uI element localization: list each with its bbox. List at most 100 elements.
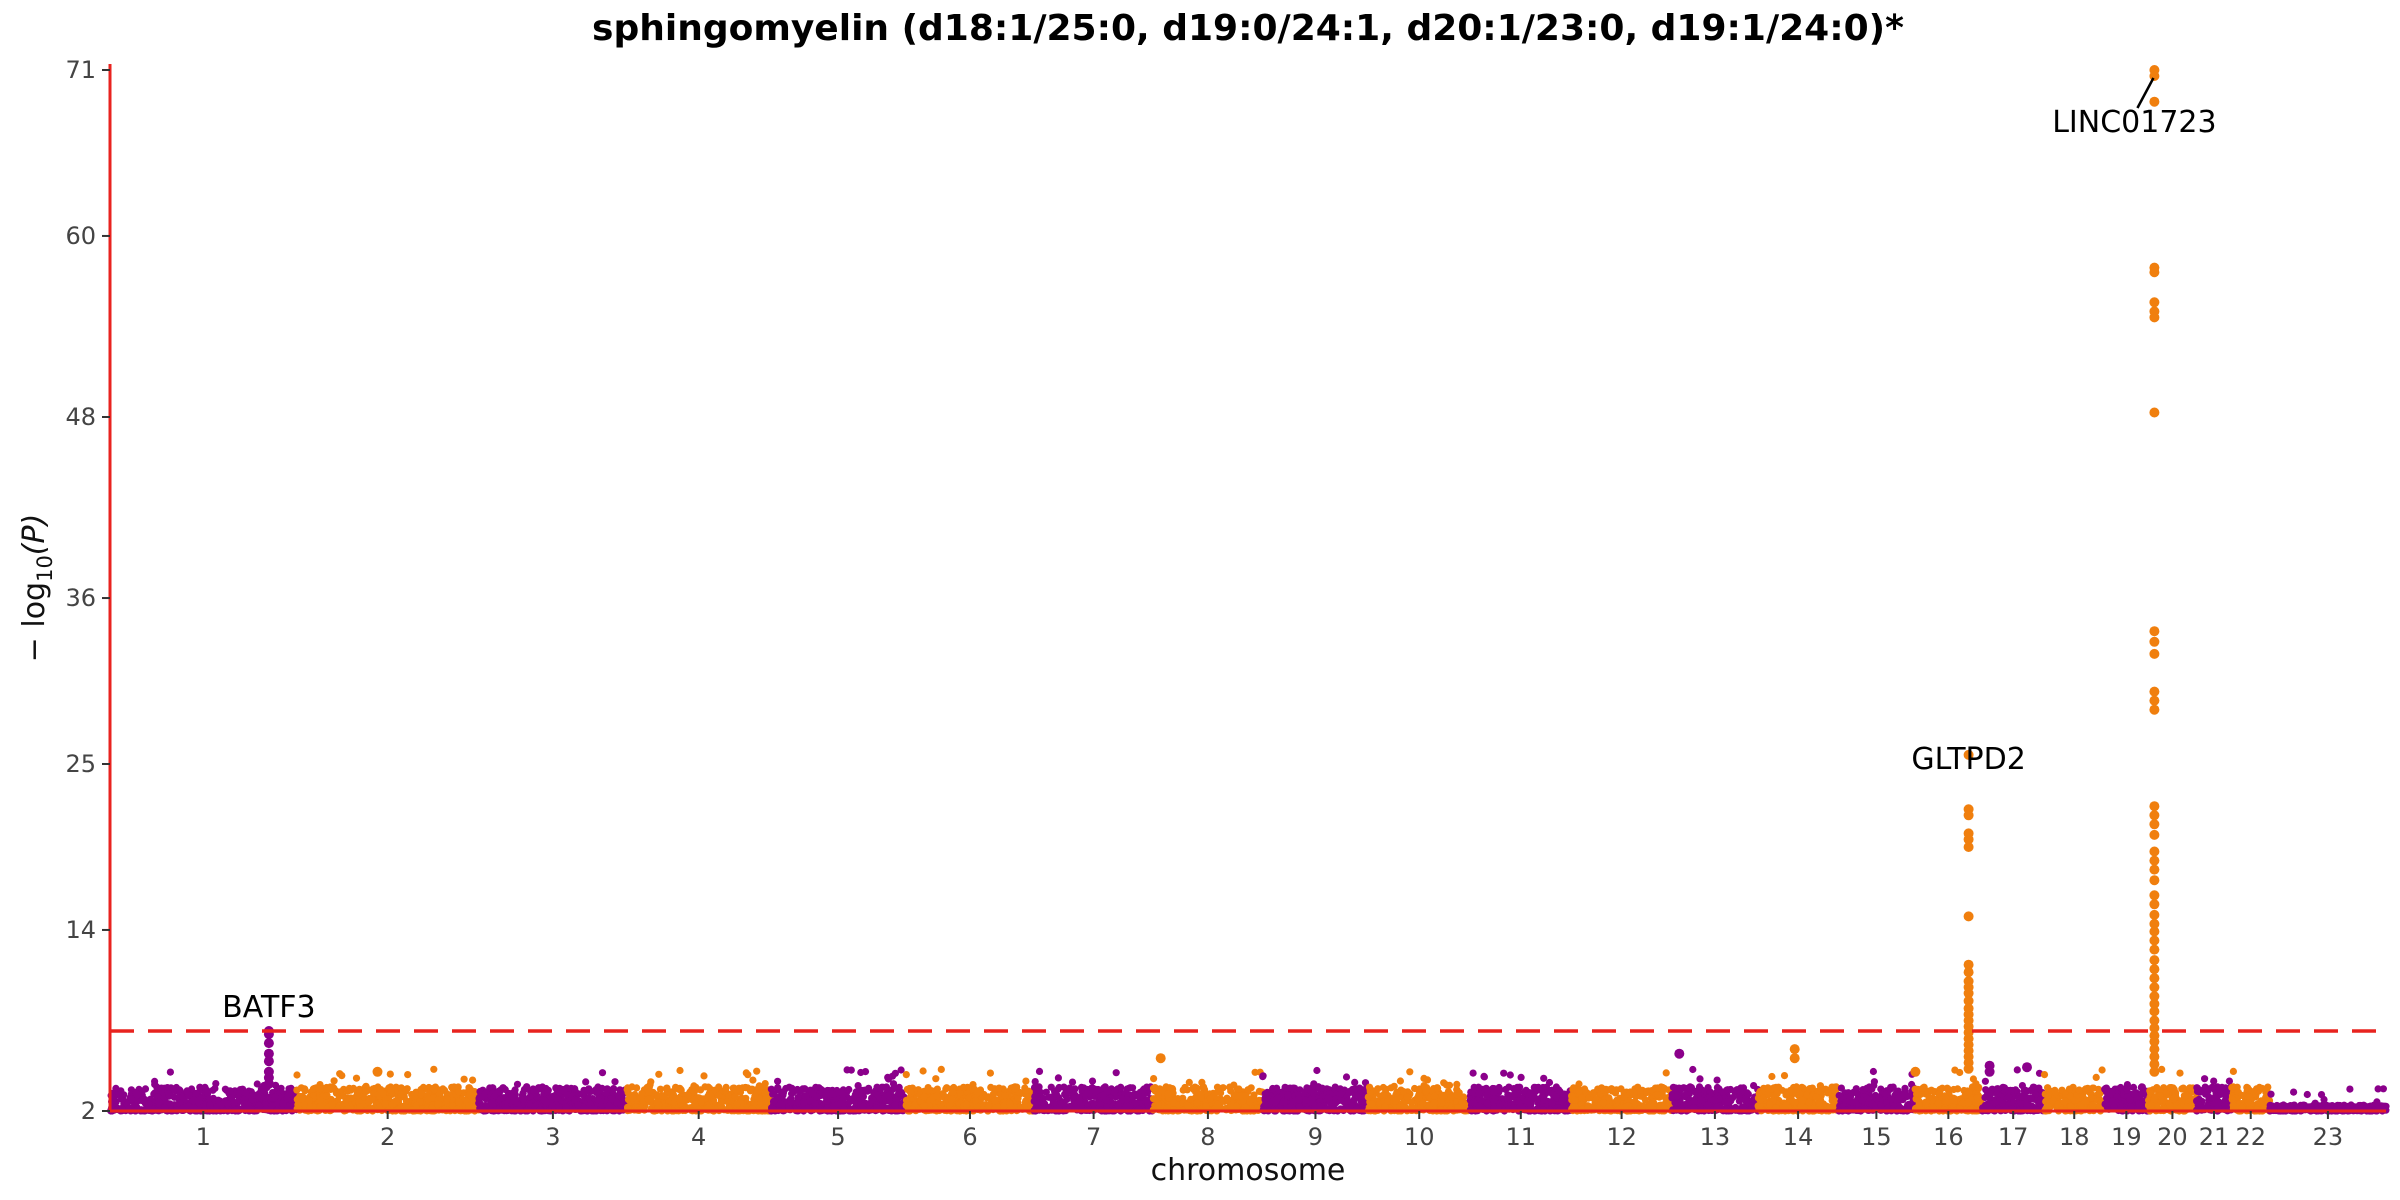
data-point bbox=[379, 1090, 387, 1098]
data-point bbox=[1111, 1088, 1119, 1096]
data-point bbox=[920, 1102, 928, 1110]
data-point bbox=[1689, 1065, 1697, 1074]
data-point bbox=[623, 1086, 631, 1094]
data-point bbox=[285, 1085, 293, 1093]
data-point bbox=[370, 1089, 378, 1098]
data-point bbox=[525, 1100, 534, 1108]
data-point bbox=[134, 1090, 142, 1099]
data-point bbox=[696, 1086, 705, 1094]
data-point bbox=[1284, 1091, 1292, 1099]
data-point bbox=[1063, 1088, 1072, 1096]
data-point bbox=[1526, 1090, 1534, 1098]
data-point bbox=[733, 1100, 742, 1108]
data-point bbox=[1516, 1083, 1524, 1091]
data-point bbox=[1704, 1101, 1712, 1109]
data-point bbox=[298, 1095, 306, 1103]
data-point bbox=[794, 1093, 802, 1102]
data-point bbox=[1430, 1092, 1438, 1101]
data-point bbox=[731, 1093, 740, 1101]
data-point bbox=[1214, 1088, 1222, 1096]
data-point bbox=[1248, 1095, 1256, 1103]
data-point bbox=[1035, 1067, 1044, 1075]
data-point bbox=[339, 1092, 347, 1100]
data-point bbox=[610, 1085, 618, 1093]
data-point bbox=[480, 1092, 488, 1100]
data-point bbox=[430, 1065, 438, 1073]
data-point bbox=[1710, 1096, 1718, 1104]
data-point bbox=[962, 1100, 970, 1108]
data-point bbox=[1545, 1078, 1554, 1087]
data-point bbox=[749, 1076, 757, 1084]
data-point bbox=[1358, 1092, 1366, 1100]
data-point bbox=[209, 1094, 217, 1102]
data-point bbox=[891, 1069, 900, 1077]
data-point bbox=[1669, 1083, 1677, 1091]
data-point bbox=[585, 1094, 593, 1102]
data-point bbox=[1050, 1099, 1058, 1107]
data-point bbox=[633, 1084, 641, 1092]
data-point bbox=[995, 1084, 1003, 1092]
data-point bbox=[906, 1087, 914, 1095]
data-point bbox=[1406, 1068, 1414, 1076]
data-point bbox=[375, 1103, 383, 1111]
data-point bbox=[656, 1085, 665, 1093]
chart-title: sphingomyelin (d18:1/25:0, d19:0/24:1, d… bbox=[592, 8, 1904, 49]
data-point bbox=[1374, 1085, 1382, 1093]
data-point bbox=[175, 1086, 184, 1094]
data-point bbox=[1571, 1096, 1579, 1104]
data-point bbox=[653, 1098, 661, 1106]
data-point bbox=[857, 1086, 865, 1094]
data-point bbox=[1022, 1077, 1030, 1085]
chromosome-points-2 bbox=[293, 1065, 483, 1115]
data-point bbox=[800, 1098, 808, 1106]
data-point bbox=[192, 1089, 200, 1097]
data-point bbox=[972, 1097, 980, 1105]
data-point bbox=[1273, 1084, 1281, 1092]
data-point bbox=[1631, 1098, 1639, 1106]
data-point bbox=[253, 1080, 261, 1088]
data-point bbox=[761, 1089, 769, 1097]
data-point bbox=[1571, 1103, 1579, 1111]
data-point bbox=[1613, 1096, 1622, 1104]
chromosome-points-10 bbox=[1364, 1068, 1473, 1115]
data-point bbox=[1054, 1074, 1062, 1082]
data-point bbox=[392, 1097, 400, 1105]
data-point bbox=[562, 1103, 570, 1111]
chromosome-points-12 bbox=[1568, 1069, 1676, 1115]
data-point bbox=[1396, 1077, 1404, 1085]
data-point bbox=[1151, 1084, 1159, 1092]
data-point bbox=[1091, 1087, 1099, 1096]
data-point bbox=[1224, 1096, 1232, 1104]
data-point bbox=[381, 1100, 389, 1108]
data-point bbox=[1332, 1099, 1340, 1107]
data-point bbox=[751, 1092, 759, 1100]
data-point bbox=[659, 1092, 667, 1101]
data-point bbox=[761, 1080, 769, 1088]
data-point bbox=[1735, 1092, 1743, 1101]
data-point bbox=[1045, 1093, 1053, 1101]
data-point bbox=[1768, 1072, 1776, 1081]
data-point bbox=[305, 1097, 313, 1105]
data-point bbox=[1342, 1073, 1351, 1081]
data-point bbox=[919, 1067, 927, 1075]
data-point bbox=[206, 1101, 214, 1109]
data-point bbox=[1469, 1098, 1478, 1106]
data-point bbox=[460, 1075, 468, 1083]
data-point bbox=[523, 1084, 531, 1092]
data-point bbox=[1280, 1098, 1288, 1106]
data-point bbox=[211, 1084, 219, 1093]
data-point bbox=[324, 1085, 332, 1093]
data-point bbox=[1430, 1099, 1439, 1107]
data-point bbox=[690, 1088, 699, 1096]
data-point bbox=[542, 1098, 550, 1107]
data-point bbox=[1351, 1078, 1359, 1086]
data-point bbox=[1344, 1097, 1352, 1105]
data-point bbox=[1698, 1096, 1706, 1104]
data-point bbox=[440, 1086, 448, 1094]
data-point bbox=[1393, 1088, 1401, 1096]
data-point bbox=[1392, 1096, 1400, 1104]
data-point bbox=[1458, 1098, 1466, 1106]
data-point bbox=[127, 1095, 135, 1103]
data-point bbox=[715, 1083, 723, 1091]
data-point bbox=[618, 1093, 626, 1101]
